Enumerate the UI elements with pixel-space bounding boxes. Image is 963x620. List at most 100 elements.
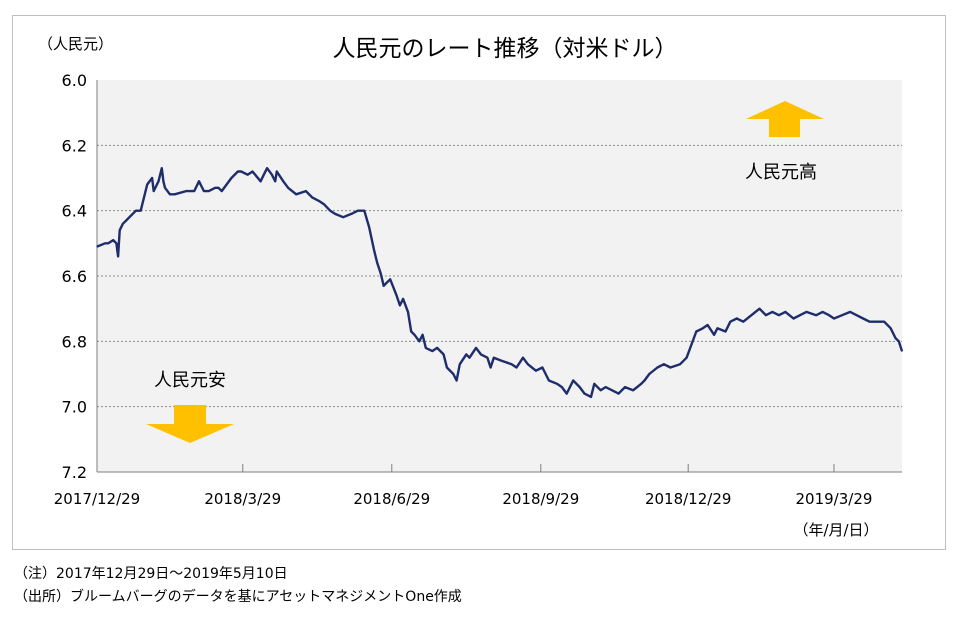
- data-point: [112, 239, 114, 241]
- appreciation-annotation: 人民元高: [745, 101, 824, 183]
- x-tick-label: 2018/9/29: [502, 490, 579, 508]
- y-tick-label: 6.8: [62, 332, 87, 351]
- down-arrow-icon: [146, 405, 234, 443]
- data-point: [140, 210, 142, 212]
- data-point: [522, 357, 524, 359]
- data-point: [421, 334, 424, 336]
- data-point: [841, 314, 843, 316]
- data-point: [493, 357, 495, 359]
- data-point: [230, 177, 233, 179]
- y-tick-label: 7.0: [62, 398, 87, 417]
- data-point: [402, 298, 404, 300]
- data-point: [869, 321, 871, 323]
- data-point: [656, 366, 659, 369]
- data-point: [389, 278, 391, 280]
- data-point: [750, 314, 752, 316]
- x-tick-label: 2018/6/29: [353, 490, 430, 508]
- data-point: [221, 190, 223, 192]
- data-point: [486, 357, 488, 359]
- data-point: [386, 281, 388, 284]
- data-point: [96, 246, 98, 248]
- data-point: [413, 334, 416, 336]
- data-point: [724, 330, 727, 333]
- y-axis-label: （人民元）: [38, 35, 113, 53]
- data-point: [489, 366, 492, 369]
- data-point: [459, 363, 461, 365]
- data-point: [115, 242, 118, 244]
- data-point: [135, 210, 137, 212]
- data-point: [883, 321, 885, 323]
- data-point: [600, 389, 602, 391]
- x-tick-label: 2017/12/29: [54, 490, 140, 508]
- data-point: [271, 174, 273, 176]
- data-point: [169, 193, 171, 195]
- down-label: 人民元安: [154, 370, 226, 391]
- data-point: [410, 330, 412, 333]
- data-point: [107, 242, 109, 244]
- data-point: [805, 311, 808, 313]
- data-point: [669, 366, 671, 369]
- data-point: [455, 379, 458, 382]
- data-point: [648, 373, 650, 375]
- x-tick-label: 2018/3/29: [204, 490, 281, 508]
- data-point: [185, 190, 187, 192]
- data-point: [342, 216, 344, 218]
- data-point: [122, 223, 124, 225]
- data-point: [685, 357, 688, 359]
- note-period: （注）2017年12月29日～2019年5月10日: [14, 566, 288, 582]
- data-point: [383, 285, 385, 287]
- note-source: （出所）ブルームバーグのデータを基にアセットマネジメントOne作成: [14, 589, 462, 605]
- data-point: [251, 170, 254, 173]
- data-point: [119, 229, 121, 231]
- y-tick-label: 7.2: [62, 463, 87, 482]
- data-point: [890, 327, 892, 329]
- data-point: [632, 389, 634, 391]
- data-point: [695, 330, 697, 333]
- data-point: [849, 311, 851, 313]
- data-point: [579, 386, 581, 388]
- data-point: [436, 347, 438, 349]
- data-point: [527, 363, 529, 365]
- data-point: [548, 379, 550, 382]
- data-point: [828, 314, 830, 316]
- data-point: [901, 350, 903, 352]
- data-point: [357, 210, 359, 212]
- data-point: [396, 295, 398, 297]
- data-point: [898, 340, 900, 342]
- y-tick-label: 6.0: [62, 71, 87, 90]
- data-point: [446, 366, 448, 369]
- data-point: [679, 363, 681, 365]
- data-point: [217, 187, 220, 189]
- data-point: [862, 317, 864, 320]
- data-point: [198, 180, 200, 182]
- up-arrow-icon: [746, 101, 824, 137]
- plot-background: [97, 80, 902, 472]
- data-point: [604, 386, 607, 388]
- data-point: [475, 347, 477, 349]
- data-point: [125, 219, 127, 222]
- data-point: [334, 213, 336, 215]
- data-point: [541, 366, 544, 369]
- data-point: [799, 314, 801, 316]
- data-point: [765, 314, 767, 316]
- data-point: [399, 304, 401, 306]
- data-point: [736, 317, 738, 320]
- data-point: [266, 167, 268, 169]
- data-point: [153, 190, 155, 192]
- data-point: [425, 347, 427, 349]
- data-point: [259, 180, 262, 182]
- data-point: [203, 190, 205, 192]
- data-point: [376, 262, 378, 264]
- data-point: [663, 363, 665, 365]
- data-point: [822, 311, 824, 313]
- data-point: [311, 197, 314, 199]
- data-point: [624, 386, 626, 388]
- data-point: [566, 393, 568, 395]
- data-point: [480, 353, 482, 355]
- chart-title: 人民元のレート推移（対米ドル）: [333, 36, 678, 62]
- data-point: [282, 180, 284, 182]
- data-point: [590, 396, 592, 398]
- x-tick-label: 2019/3/29: [796, 490, 873, 508]
- data-point: [875, 321, 877, 323]
- data-point: [465, 353, 467, 355]
